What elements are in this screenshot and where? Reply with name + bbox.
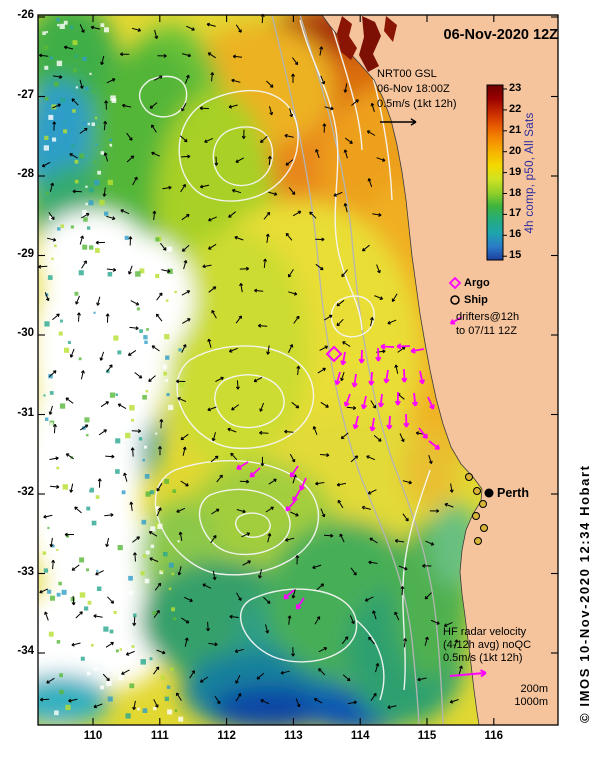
- colorbar-label: 4h comp, p50, All Sats: [524, 112, 536, 234]
- colorbar-tick-label: 18: [509, 186, 522, 199]
- lat-tick-label: -26: [17, 9, 34, 21]
- ship-marker: [474, 537, 482, 545]
- sea-surface-temperature-field: [38, 15, 482, 725]
- lon-tick-label: 115: [417, 730, 437, 742]
- hf-radar-label-2: (4-12h avg) noQC: [443, 639, 532, 651]
- drifter-velocity-arrows: [236, 343, 441, 610]
- lat-tick-label: -33: [17, 565, 34, 578]
- lat-tick-label: -28: [17, 168, 34, 180]
- lon-tick-label: 110: [83, 730, 103, 742]
- legend-ship-label: Ship: [464, 294, 488, 306]
- argo-diamond-icon: [448, 276, 462, 290]
- coastline: [321, 14, 483, 726]
- colorbar-tick-label: 20: [509, 144, 522, 157]
- lon-tick-label: 114: [350, 730, 370, 742]
- legend-drifters-label-2: to 07/11 12Z: [456, 325, 517, 337]
- scale-arrows: [380, 118, 487, 678]
- colorbar-tick-label: 15: [509, 249, 522, 262]
- ship-circle-icon: [450, 295, 460, 305]
- ship-marker: [479, 500, 487, 508]
- depth-label-200m: 200m: [520, 683, 548, 695]
- city-label-perth: Perth: [497, 486, 529, 500]
- depth-label-1000m: 1000m: [514, 696, 548, 708]
- lat-tick-label: -31: [17, 406, 34, 419]
- lat-tick-label: -27: [17, 88, 34, 101]
- platform-markers: [325, 345, 494, 545]
- ship-marker: [472, 512, 480, 520]
- colorbar-tick-label: 21: [509, 123, 522, 136]
- lat-tick-label: -30: [17, 327, 34, 339]
- lat-tick-label: -29: [17, 247, 34, 260]
- legend-glyphs: [448, 276, 462, 305]
- lat-tick-label: -32: [17, 486, 34, 498]
- colorbar-tick-label: 16: [509, 228, 522, 241]
- argo-float-marker: [325, 345, 343, 363]
- ship-marker: [480, 524, 488, 532]
- colorbar-tick-label: 19: [509, 165, 522, 178]
- colorbar: [486, 84, 507, 261]
- bathymetry-contours: [271, 15, 444, 725]
- lon-tick-label: 113: [284, 730, 303, 742]
- ship-marker: [465, 473, 473, 481]
- hf-radar-label-3: 0.5m/s (1kt 12h): [443, 652, 523, 664]
- lon-tick-label: 112: [217, 730, 236, 742]
- colorbar-tick-label: 22: [509, 102, 522, 115]
- current-vector-field: [38, 13, 463, 711]
- perth-city-dot: [484, 488, 494, 498]
- ssh-contours: [139, 19, 431, 701]
- plot-border: [37, 14, 559, 726]
- vector-scale-label: 0.5m/s (1kt 12h): [377, 98, 457, 110]
- colorbar-tick-label: 23: [509, 82, 522, 94]
- lat-tick-label: -34: [17, 645, 34, 657]
- map-title: 06-Nov-2020 12Z: [443, 27, 558, 43]
- lon-tick-label: 116: [484, 730, 504, 742]
- colorbar-tick-label: 17: [509, 207, 522, 220]
- legend-drifters-label-1: drifters@12h: [456, 311, 520, 323]
- product-name: NRT00 GSL: [377, 68, 437, 80]
- legend-argo-label: Argo: [464, 277, 490, 289]
- copyright-text: © IMOS 10-Nov-2020 12:34 Hobart: [577, 464, 592, 723]
- sst-noise-speckles: [42, 18, 185, 722]
- shark-bay-hot-water: [337, 16, 397, 72]
- ship-marker: [473, 487, 481, 495]
- lon-tick-label: 111: [150, 730, 169, 742]
- axis-ticks: [38, 15, 558, 725]
- product-time: 06-Nov 18:00Z: [377, 83, 450, 95]
- hf-radar-label-1: HF radar velocity: [443, 626, 527, 638]
